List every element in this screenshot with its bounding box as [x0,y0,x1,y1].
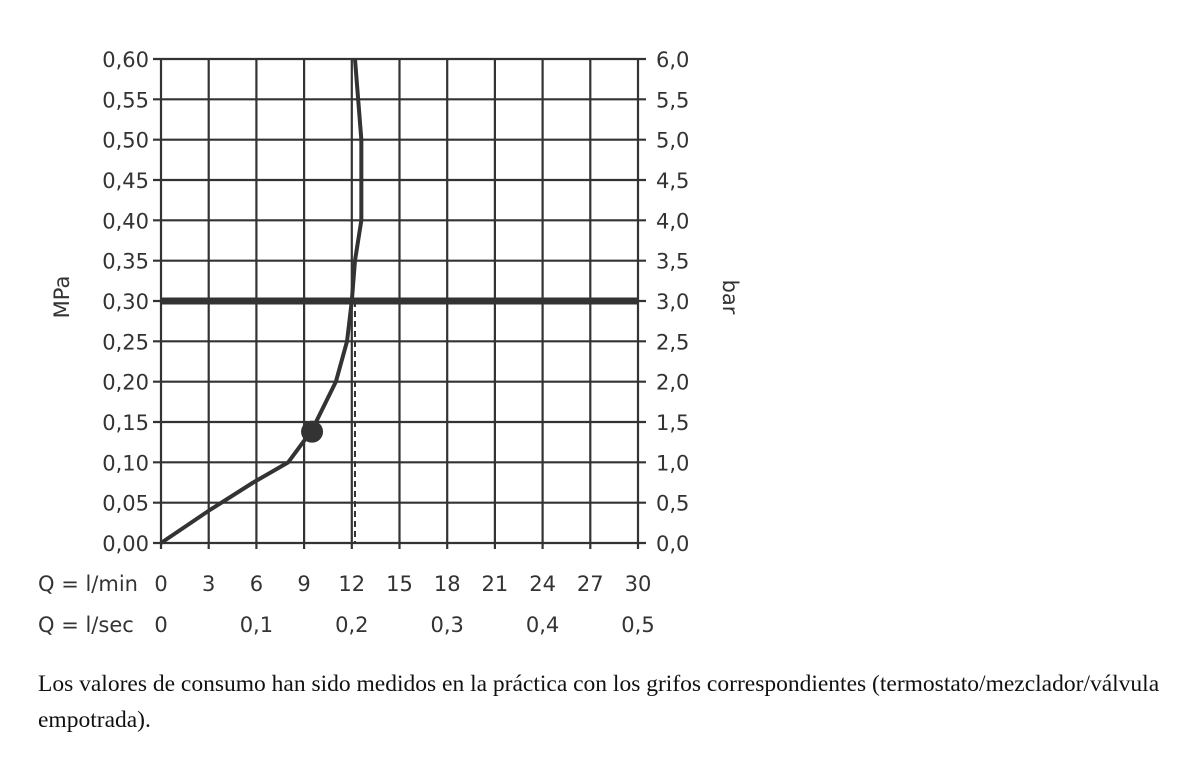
caption-text: Los valores de consumo han sido medidos … [38,671,1160,733]
x-lmin-tick-label: 21 [482,572,509,596]
x-lmin-tick-label: 6 [250,572,263,596]
y-left-tick-label: 0,20 [102,371,149,395]
x-lmin-tick-label: 18 [434,572,461,596]
series [159,58,638,545]
x-lsec-tick-label: 0,5 [621,613,654,637]
y-left-tick-label: 0,10 [102,451,149,475]
y-right-axis-title: bar [718,280,742,315]
x-lsec-axis-title: Q = l/sec [38,613,134,637]
tick-labels: 0,60 6,00,55 5,50,50 5,00,45 4,50,40 4,00,35 3… [102,48,689,637]
y-right-tick-label: 2,5 [656,330,689,354]
x-lmin-tick-label: 3 [202,572,215,596]
y-left-tick-label: 0,30 [102,290,149,314]
y-left-tick-label: 0,05 [102,492,149,516]
x-lmin-tick-label: 15 [386,572,413,596]
y-right-tick-label: 0,5 [656,492,689,516]
y-right-tick-label: 1,0 [656,451,689,475]
x-lmin-tick-label: 30 [625,572,652,596]
y-right-tick-label: 5,0 [656,129,689,153]
y-left-tick-label: 0,25 [102,330,149,354]
y-left-tick-label: 0,45 [102,169,149,193]
y-right-tick-label: 3,0 [656,290,689,314]
y-left-tick-label: 0,60 [102,48,149,72]
x-lsec-tick-label: 0,3 [430,613,463,637]
y-right-tick-label: 6,0 [656,48,689,72]
x-lmin-axis-title: Q = l/min [38,572,138,596]
marker-point [301,420,324,443]
x-lmin-tick-label: 0 [154,572,167,596]
y-right-tick-label: 4,5 [656,169,689,193]
pressure-flow-chart: 0,60 6,00,55 5,50,50 5,00,45 4,50,40 4,00,35 3… [38,48,742,637]
y-right-tick-label: 3,5 [656,250,689,274]
y-right-tick-label: 0,0 [656,532,689,556]
y-left-tick-label: 0,15 [102,411,149,435]
y-left-tick-label: 0,35 [102,250,149,274]
x-lmin-tick-label: 12 [338,572,365,596]
x-lsec-tick-label: 0 [154,613,167,637]
x-lmin-tick-label: 24 [529,572,556,596]
y-left-tick-label: 0,55 [102,88,149,112]
y-right-tick-label: 1,5 [656,411,689,435]
x-lmin-tick-label: 27 [577,572,604,596]
x-lmin-tick-label: 9 [297,572,310,596]
y-left-tick-label: 0,50 [102,129,149,153]
series-line [159,58,364,545]
x-lsec-tick-label: 0,4 [526,613,559,637]
y-left-tick-label: 0,40 [102,209,149,233]
y-right-tick-label: 5,5 [656,88,689,112]
y-right-tick-label: 2,0 [656,371,689,395]
y-left-axis-title: MPa [50,276,74,319]
x-lsec-tick-label: 0,2 [335,613,368,637]
x-lsec-tick-label: 0,1 [240,613,273,637]
y-right-tick-label: 4,0 [656,209,689,233]
y-left-tick-label: 0,00 [102,532,149,556]
